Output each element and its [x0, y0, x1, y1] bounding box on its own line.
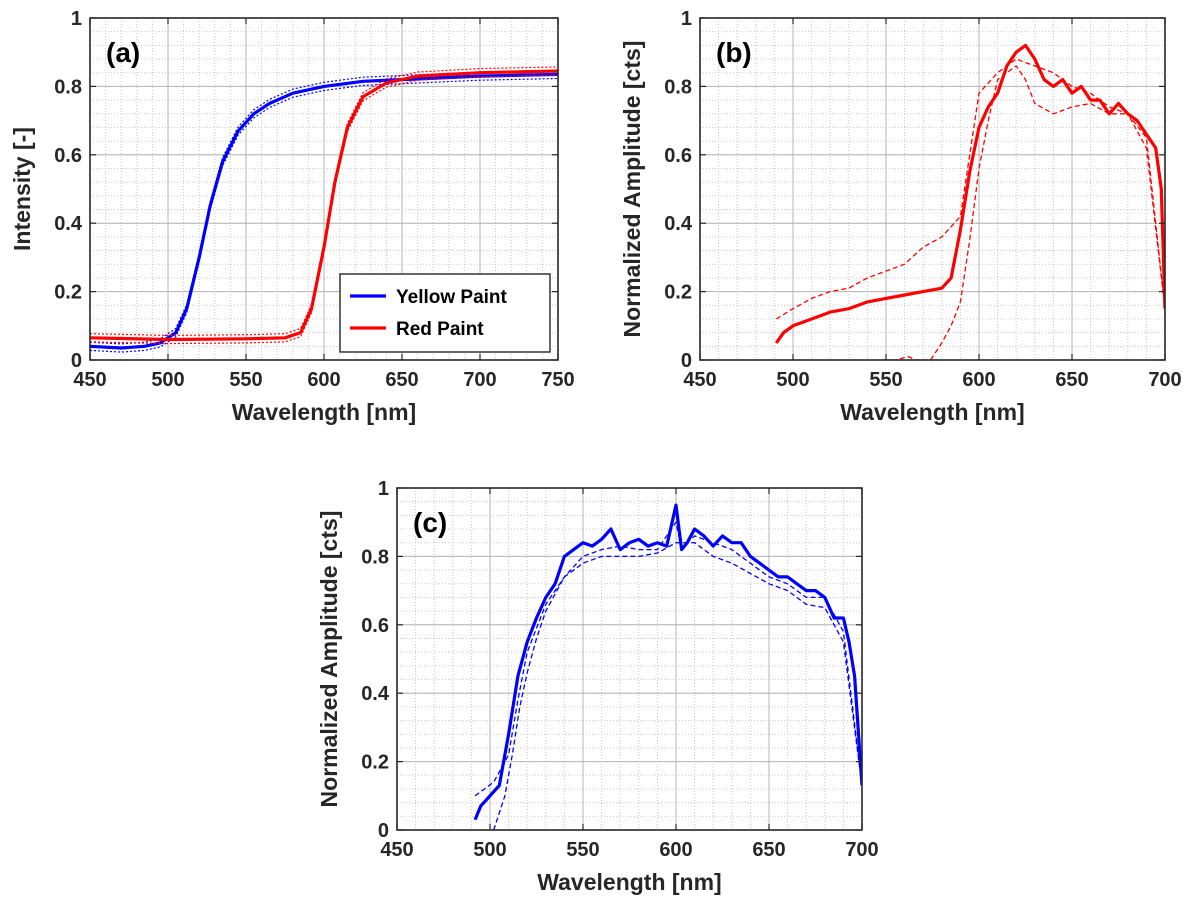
y-tick-label: 0: [71, 350, 82, 372]
series-band-yellow-paint: [90, 77, 558, 353]
y-tick-label: 1: [681, 8, 692, 30]
y-tick-label: 0: [378, 820, 389, 842]
y-tick-label: 0.2: [54, 282, 82, 304]
x-tick-label: 750: [541, 369, 574, 391]
x-tick-label: 550: [229, 369, 262, 391]
series-line-solid-0: [473, 503, 862, 821]
legend-entry: Red Paint: [396, 319, 484, 340]
y-tick-label: 0.8: [54, 76, 82, 98]
plot-area: [473, 503, 862, 830]
y-axis-label: Normalized Amplitude [cts]: [316, 511, 342, 808]
chart-panel-c: 450 500 550 600 650 700 0 0.2 0.4 0.6 0.8 1 Waveleng…: [316, 478, 879, 895]
y-tick-label: 1: [378, 478, 389, 500]
x-tick-label: 700: [463, 369, 496, 391]
x-tick-label: 700: [1148, 369, 1181, 391]
series-line-dashed-1: [474, 521, 862, 797]
series-line-yellow-paint: [90, 72, 558, 350]
x-tick-label: 450: [380, 839, 413, 861]
x-tick-label: 600: [962, 369, 995, 391]
axes-box: [396, 487, 863, 831]
x-tick-label: 500: [473, 839, 506, 861]
x-tick-label: 500: [776, 369, 809, 391]
plot-area: [90, 66, 558, 353]
panel-label: (c): [413, 507, 447, 538]
y-axis-label: Normalized Amplitude [cts]: [619, 41, 645, 338]
y-tick-label: 0.6: [361, 615, 389, 637]
legend-entry: Yellow Paint: [396, 287, 508, 308]
y-tick-label: 0.4: [54, 213, 83, 235]
x-tick-label: 550: [869, 369, 902, 391]
x-tick-label: 500: [151, 369, 184, 391]
y-tick-label: 1: [71, 8, 82, 30]
chart-panel-a: 450 500 550 600 650 700 750 0 0.2 0.4 0.6 0.8 1 Wavel…: [9, 8, 575, 425]
legend: Yellow Paint Red Paint: [339, 273, 551, 353]
x-tick-label: 550: [566, 839, 599, 861]
x-tick-label: 600: [659, 839, 692, 861]
series-line-dashed-2: [493, 542, 862, 830]
y-tick-label: 0.8: [361, 546, 389, 568]
series-line-solid-0: [775, 43, 1165, 344]
y-tick-label: 0.2: [664, 282, 692, 304]
x-tick-label: 650: [752, 839, 785, 861]
panel-label: (a): [106, 37, 140, 68]
series-line-dashed-1: [775, 58, 1165, 320]
y-tick-label: 0.8: [664, 76, 692, 98]
y-tick-label: 0.4: [361, 683, 390, 705]
x-tick-label: 600: [307, 369, 340, 391]
y-tick-label: 0.4: [664, 213, 693, 235]
series-line-red-paint: [90, 69, 558, 342]
y-tick-label: 0: [681, 350, 692, 372]
x-tick-label: 650: [385, 369, 418, 391]
x-axis-label: Wavelength [nm]: [232, 399, 416, 425]
series-line-dashed-2: [884, 65, 1165, 360]
x-tick-label: 700: [845, 839, 878, 861]
panel-label: (b): [716, 37, 752, 68]
chart-panel-b: 450 500 550 600 650 700 0 0.2 0.4 0.6 0.8 1 Waveleng…: [619, 8, 1182, 425]
y-tick-label: 0.6: [54, 145, 82, 167]
x-axis-label: Wavelength [nm]: [840, 399, 1024, 425]
x-axis-label: Wavelength [nm]: [537, 869, 721, 895]
y-axis-label: Intensity [-]: [9, 127, 35, 251]
plot-area: [775, 43, 1165, 360]
x-tick-label: 650: [1055, 369, 1088, 391]
axes-box: [699, 17, 1166, 361]
x-tick-label: 450: [683, 369, 716, 391]
x-tick-label: 450: [73, 369, 106, 391]
y-tick-label: 0.2: [361, 752, 389, 774]
y-tick-label: 0.6: [664, 145, 692, 167]
